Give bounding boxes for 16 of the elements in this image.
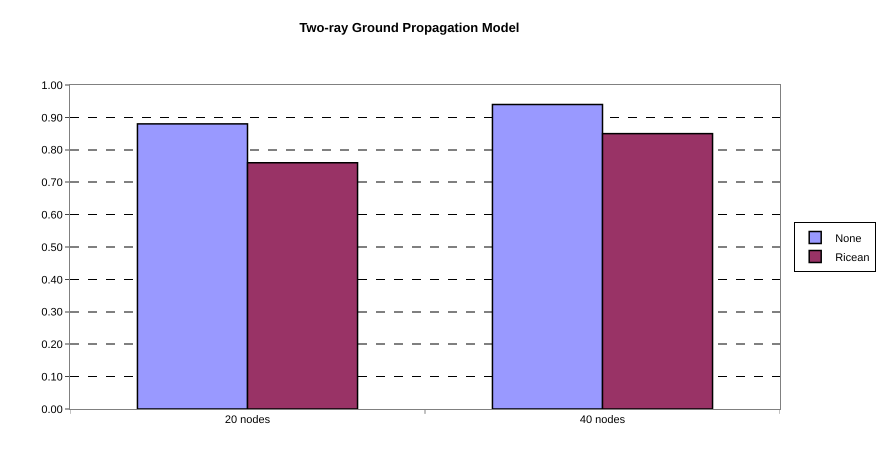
x-tick-label: 20 nodes: [224, 414, 271, 426]
y-tick-label: 0.70: [41, 177, 63, 190]
y-tick-label: 0.50: [41, 242, 63, 254]
y-tick-label: 0.00: [41, 404, 63, 416]
y-tick-label: 0.90: [41, 112, 63, 124]
y-tick-label: 0.40: [41, 274, 63, 286]
legend-label: Ricean: [835, 252, 870, 264]
y-tick-label: 0.30: [41, 306, 63, 319]
y-tick-label: 1.00: [41, 80, 63, 92]
y-tick-label: 0.80: [41, 144, 63, 157]
chart-title: Two-ray Ground Propagation Model: [299, 20, 520, 35]
x-tick-label: 40 nodes: [580, 414, 626, 426]
legend-label: None: [835, 232, 862, 245]
y-tick-label: 0.20: [41, 339, 63, 352]
y-tick-label: 0.60: [41, 209, 63, 222]
y-tick-label: 0.10: [41, 371, 63, 384]
